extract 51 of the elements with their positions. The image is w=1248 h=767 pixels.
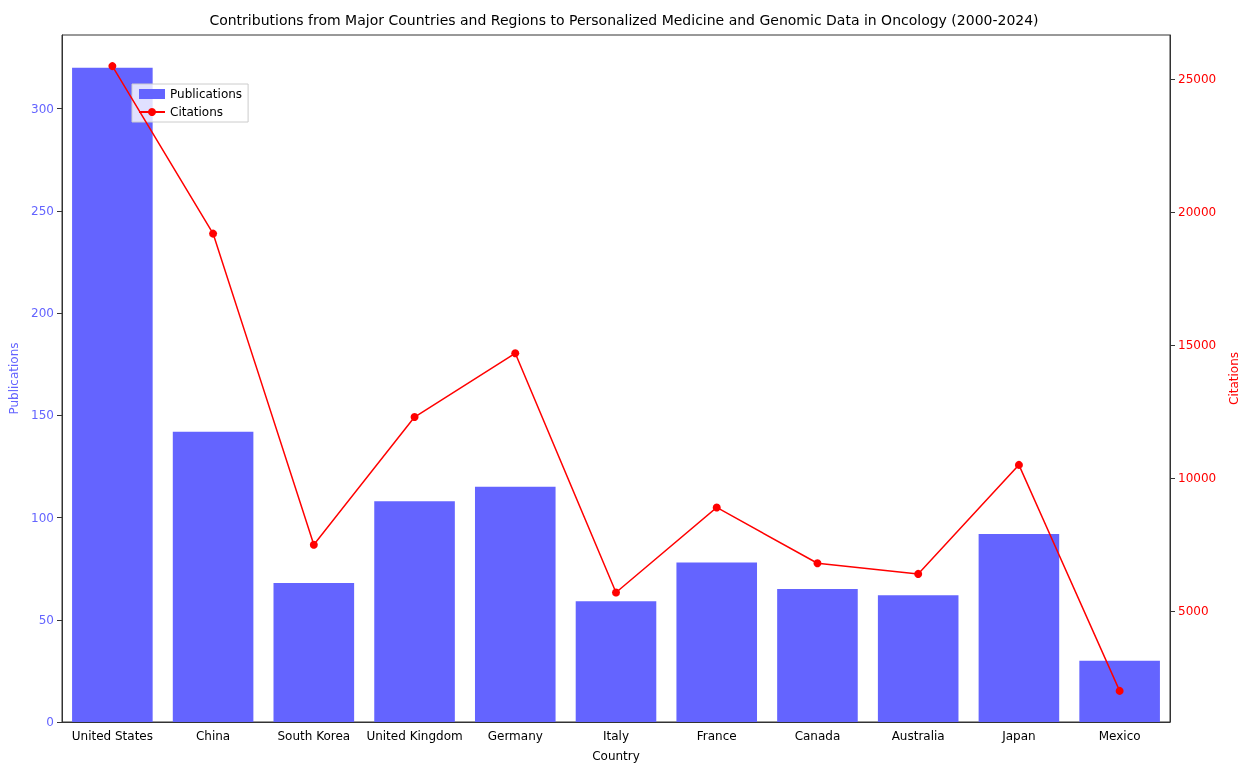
point xyxy=(410,413,419,422)
y2-tick-label: 10000 xyxy=(1178,471,1217,486)
y-tick-label: 100 xyxy=(31,510,54,525)
point xyxy=(813,559,822,568)
y-tick-label: 150 xyxy=(31,408,54,423)
bar xyxy=(777,589,858,722)
bar xyxy=(172,431,254,722)
y-tick-label: 200 xyxy=(31,306,54,321)
bar xyxy=(374,501,455,722)
x-tick-label: Canada xyxy=(794,729,841,743)
point xyxy=(712,503,721,512)
point xyxy=(511,349,520,358)
x-tick-label: Germany xyxy=(487,729,543,743)
bar xyxy=(575,601,657,722)
x-tick-label: Italy xyxy=(602,729,630,743)
point xyxy=(612,588,620,597)
chart-title: Contributions from Major Countries and Regions to Personalized Medicine and Genomic Data in Oncology (2000-2024) xyxy=(209,12,1039,28)
x-tick-label: South Korea xyxy=(277,729,351,743)
x-tick-label: Japan xyxy=(1001,729,1036,743)
bar xyxy=(877,595,959,722)
bar xyxy=(676,562,758,722)
y2-tick-label: 20000 xyxy=(1178,205,1217,220)
y2-tick-label: 15000 xyxy=(1178,338,1217,353)
y-tick-label: 0 xyxy=(46,715,54,729)
y-tick-label: 50 xyxy=(38,612,54,627)
y2-axis-title: Citations xyxy=(1227,351,1241,406)
bar xyxy=(273,582,355,722)
bar xyxy=(72,67,153,722)
point xyxy=(209,229,218,238)
x-tick-label: Australia xyxy=(891,729,945,743)
x-tick-label: United States xyxy=(71,729,153,743)
legend-label: Citations xyxy=(170,105,224,119)
x-tick-label: Mexico xyxy=(1098,729,1141,743)
x-tick-label: United Kingdom xyxy=(366,729,463,743)
point xyxy=(1115,686,1124,695)
bar xyxy=(474,486,556,722)
point xyxy=(108,62,117,71)
y2-tick-label: 25000 xyxy=(1178,72,1217,87)
x-tick-label: France xyxy=(696,729,737,743)
x-tick-label: China xyxy=(195,729,231,743)
y-tick-label: 300 xyxy=(31,101,54,116)
y2-tick-label: 5000 xyxy=(1178,604,1209,619)
x-axis-title: Country xyxy=(592,749,640,763)
point xyxy=(914,569,923,578)
bar xyxy=(978,533,1060,722)
y-tick-label: 250 xyxy=(31,203,54,218)
point xyxy=(309,540,318,549)
point xyxy=(1014,460,1023,469)
bar xyxy=(1079,660,1160,722)
y-axis-title: Publications xyxy=(7,342,21,415)
legend-label: Publications xyxy=(170,87,243,101)
